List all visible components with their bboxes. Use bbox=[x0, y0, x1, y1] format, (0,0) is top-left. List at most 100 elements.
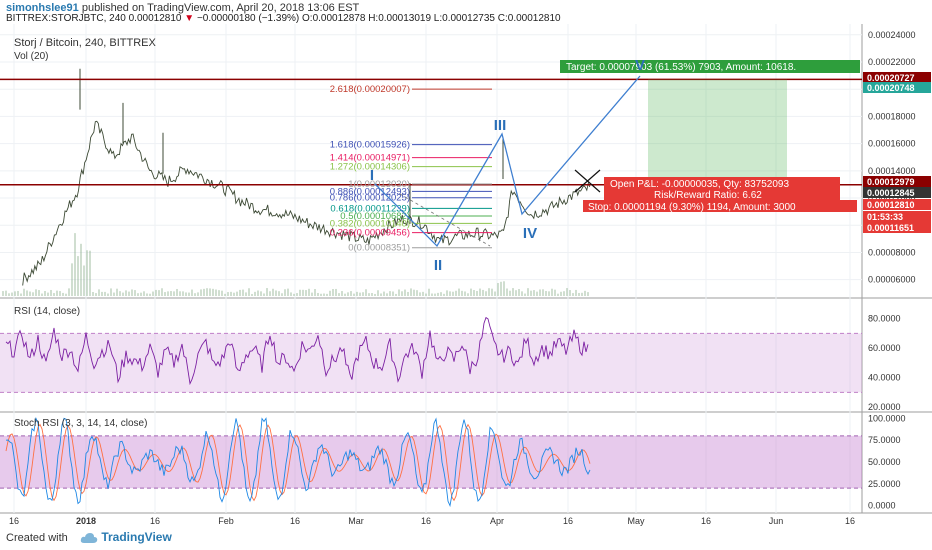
volume-bar bbox=[197, 292, 199, 296]
volume-bar bbox=[95, 293, 97, 296]
volume-bar bbox=[113, 292, 115, 296]
volume-bar bbox=[320, 293, 322, 296]
price-tag-label: 0.00012810 bbox=[867, 200, 915, 210]
wave-label: I bbox=[370, 167, 374, 184]
price-tag bbox=[863, 82, 931, 93]
volume-bar bbox=[467, 293, 469, 296]
volume-bar bbox=[341, 291, 343, 296]
stoch-label: Stoch RSI (3, 3, 14, 14, close) bbox=[14, 418, 147, 429]
volume-bar bbox=[254, 291, 256, 296]
volume-bar bbox=[122, 292, 124, 296]
volume-bar bbox=[389, 291, 391, 296]
chart-canvas[interactable]: 2.618(0.00020007) 1.618(0.00015926) 1.414(… bbox=[0, 24, 932, 529]
volume-bar bbox=[482, 289, 484, 296]
volume-bar bbox=[293, 293, 295, 296]
long-position-tool[interactable]: Target: 0.00007903 (61.53%) 7903, Amount… bbox=[560, 60, 860, 213]
price-tick-label: 0.00018000 bbox=[868, 111, 916, 121]
price-tick-label: 0.00024000 bbox=[868, 30, 916, 40]
volume-bar bbox=[323, 293, 325, 296]
volume-bar bbox=[260, 291, 262, 296]
volume-bar bbox=[68, 288, 70, 296]
volume-bar bbox=[497, 283, 499, 296]
volume-bar bbox=[191, 289, 193, 296]
volume-bar bbox=[161, 288, 163, 296]
price-tag-label: 0.00020748 bbox=[867, 83, 915, 93]
volume-bar bbox=[287, 288, 289, 296]
volume-bar bbox=[455, 290, 457, 296]
volume-bar bbox=[506, 288, 508, 296]
x-tick-label: 16 bbox=[150, 516, 160, 526]
volume-bar bbox=[236, 291, 238, 296]
volume-bar bbox=[584, 290, 586, 296]
volume-bar bbox=[284, 289, 286, 296]
stoch-tick-label: 50.0000 bbox=[868, 457, 901, 467]
volume-bar bbox=[374, 293, 376, 296]
volume-bar bbox=[170, 291, 172, 296]
wave-label: V bbox=[635, 57, 645, 74]
volume-bar bbox=[251, 293, 253, 296]
volume-bar bbox=[62, 292, 64, 296]
stop-badge bbox=[583, 200, 857, 212]
price-tag-label: 0.00012979 bbox=[867, 177, 915, 187]
volume-bar bbox=[416, 290, 418, 296]
volume-bar bbox=[215, 289, 217, 296]
volume-bar bbox=[410, 288, 412, 296]
time-axis[interactable]: 16 2018 16 Feb 16 Mar 16 Apr 16 May 16 Jun 16 bbox=[9, 516, 855, 526]
position-cross bbox=[574, 169, 601, 193]
volume-bar bbox=[314, 289, 316, 296]
volume-bar bbox=[299, 289, 301, 296]
fib-extension: 2.618(0.00020007) 1.618(0.00015926) 1.414(… bbox=[330, 84, 492, 254]
stoch-rsi-pane bbox=[0, 416, 862, 508]
price-tag bbox=[863, 211, 931, 222]
volume-bar bbox=[473, 290, 475, 296]
volume-bar bbox=[56, 290, 58, 296]
price-tag bbox=[863, 222, 931, 233]
volume-bar bbox=[20, 293, 22, 296]
x-tick-label: 16 bbox=[845, 516, 855, 526]
volume-bar bbox=[47, 292, 49, 296]
volume-bar bbox=[140, 292, 142, 296]
volume-bar bbox=[158, 290, 160, 296]
tradingview-logo[interactable]: TradingView bbox=[80, 530, 172, 544]
volume-bar bbox=[194, 293, 196, 296]
wave-label: IV bbox=[523, 225, 537, 242]
volume-bar bbox=[476, 291, 478, 296]
x-tick-label: Mar bbox=[348, 516, 364, 526]
volume-bar bbox=[533, 290, 535, 296]
down-arrow-icon: ▼ bbox=[184, 13, 195, 24]
volume-bar bbox=[53, 293, 55, 296]
stoch-d-line bbox=[5, 423, 591, 502]
volume-bar bbox=[146, 293, 148, 296]
price-tag bbox=[863, 199, 931, 210]
volume-bar bbox=[536, 291, 538, 296]
volume-bar bbox=[290, 292, 292, 296]
volume-bar bbox=[404, 289, 406, 296]
brand-name: TradingView bbox=[101, 530, 172, 544]
volume-bar bbox=[488, 288, 490, 296]
fib-level-label: 0.236(0.00009456) bbox=[330, 228, 410, 239]
volume-bar bbox=[266, 288, 268, 296]
volume-bar bbox=[107, 293, 109, 296]
x-tick-label: Apr bbox=[490, 516, 504, 526]
x-tick-label: May bbox=[627, 516, 645, 526]
price-axis[interactable]: 0.000240000.000220000.000200000.00018000… bbox=[863, 30, 931, 511]
rsi-tick-label: 60.0000 bbox=[868, 343, 901, 353]
volume-bar bbox=[422, 291, 424, 296]
price-tick-label: 0.00016000 bbox=[868, 139, 916, 149]
wave-retrace bbox=[399, 193, 491, 247]
fib-level-label: 1(0.00013030) bbox=[348, 179, 410, 190]
volume-bar bbox=[413, 289, 415, 296]
volume-bar bbox=[377, 290, 379, 296]
fib-level-label: 0.382(0.00010140) bbox=[330, 218, 410, 229]
volume-bar bbox=[164, 292, 166, 296]
volume-bar bbox=[581, 292, 583, 296]
volume-bar bbox=[458, 288, 460, 296]
volume-bar bbox=[173, 291, 175, 296]
volume-bar bbox=[89, 250, 91, 296]
volume-bar bbox=[119, 291, 121, 296]
volume-bar bbox=[578, 292, 580, 296]
volume-bar bbox=[2, 291, 4, 296]
volume-bar bbox=[380, 293, 382, 296]
volume-bar bbox=[479, 288, 481, 296]
author-username[interactable]: simonhslee91 bbox=[6, 2, 79, 14]
